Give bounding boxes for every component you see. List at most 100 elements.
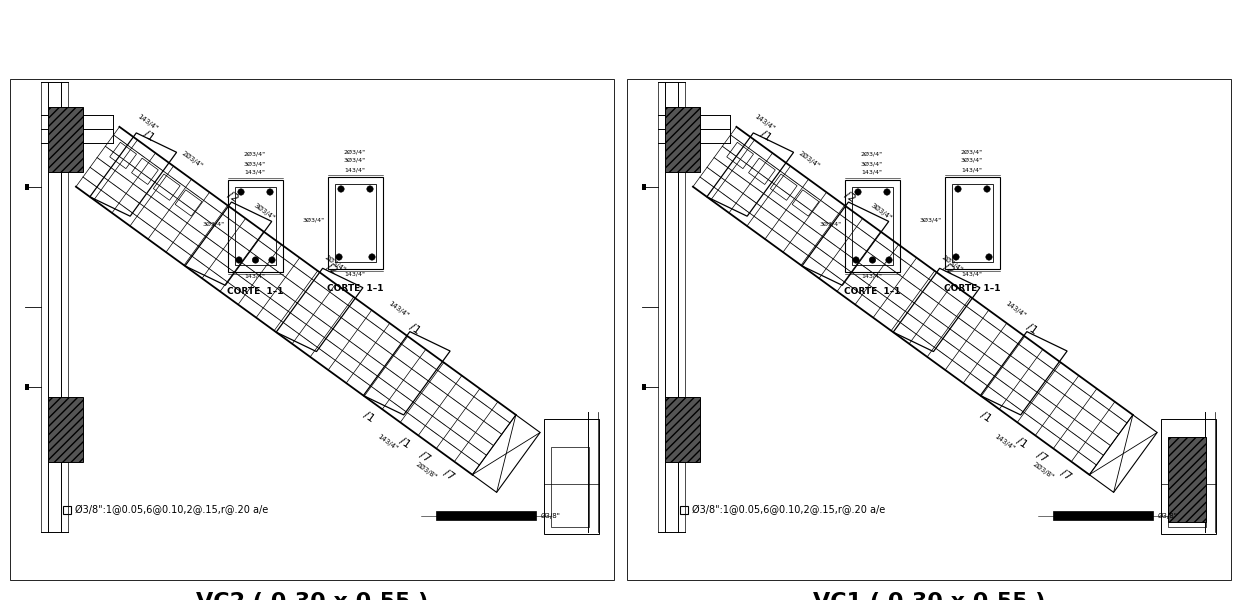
Circle shape xyxy=(369,254,375,260)
Bar xyxy=(641,384,646,390)
Circle shape xyxy=(252,257,259,263)
Bar xyxy=(625,77,1233,582)
Text: 3Ø3/4": 3Ø3/4" xyxy=(344,158,365,163)
Bar xyxy=(851,187,892,265)
Text: /1: /1 xyxy=(142,129,157,143)
Text: /1: /1 xyxy=(1024,322,1039,336)
Text: CORTE  1–1: CORTE 1–1 xyxy=(226,287,283,296)
Text: 143/4": 143/4" xyxy=(861,170,883,175)
Text: /2: /2 xyxy=(324,261,339,276)
Circle shape xyxy=(855,189,861,195)
Text: 2Ø3/4": 2Ø3/4" xyxy=(798,151,820,170)
Bar xyxy=(641,184,646,190)
Text: 3Ø3/4": 3Ø3/4" xyxy=(303,218,324,223)
Text: /1: /1 xyxy=(1014,436,1029,450)
Text: 3Ø3/4": 3Ø3/4" xyxy=(861,161,883,166)
Text: 143/4": 143/4" xyxy=(344,271,365,276)
Text: Ø3/8":1@0.05,6@0.10,2@.15,r@.20 a/e: Ø3/8":1@0.05,6@0.10,2@.15,r@.20 a/e xyxy=(75,505,268,515)
Bar xyxy=(25,184,29,190)
Text: 143/4": 143/4" xyxy=(135,113,158,131)
Text: 3Ø3/4": 3Ø3/4" xyxy=(203,221,225,226)
Text: 3Ø3/4": 3Ø3/4" xyxy=(244,161,266,166)
Text: Ø3/8": Ø3/8" xyxy=(541,513,561,519)
Text: 143/4": 143/4" xyxy=(753,113,776,131)
Bar xyxy=(48,107,83,172)
Text: /7: /7 xyxy=(441,467,456,482)
Text: /1: /1 xyxy=(408,322,421,336)
Bar xyxy=(1053,511,1154,520)
Text: 3Ø3/4": 3Ø3/4" xyxy=(920,218,942,223)
Bar xyxy=(25,384,29,390)
Circle shape xyxy=(886,257,892,263)
Bar xyxy=(7,77,617,582)
Circle shape xyxy=(884,189,890,195)
Text: /2: /2 xyxy=(941,261,956,276)
Text: /7: /7 xyxy=(1034,450,1049,464)
Text: 2Ø3/4": 2Ø3/4" xyxy=(180,151,204,170)
Text: 143/4": 143/4" xyxy=(861,274,883,279)
Text: 3Ø3/4": 3Ø3/4" xyxy=(252,202,275,221)
Text: 143/4": 143/4" xyxy=(344,167,365,172)
Text: /7: /7 xyxy=(1058,467,1073,482)
Bar xyxy=(10,79,614,580)
Bar xyxy=(544,419,599,534)
Text: CORTE  1–1: CORTE 1–1 xyxy=(844,287,900,296)
Text: 3Ø3/4": 3Ø3/4" xyxy=(869,202,892,221)
Bar xyxy=(551,447,589,527)
Text: 143/4": 143/4" xyxy=(245,274,266,279)
Text: 2Ø3/4": 2Ø3/4" xyxy=(961,149,983,154)
Text: /1: /1 xyxy=(758,129,773,143)
Bar xyxy=(436,511,536,520)
Bar xyxy=(845,180,900,272)
Text: 143/4": 143/4" xyxy=(375,433,398,452)
Text: 2Ø3/8": 2Ø3/8" xyxy=(415,461,439,481)
Bar xyxy=(336,184,375,262)
Text: 143/4": 143/4" xyxy=(962,271,982,276)
Text: 2Ø3/4": 2Ø3/4" xyxy=(941,254,963,273)
Bar xyxy=(665,397,700,462)
Text: 2Ø3/8": 2Ø3/8" xyxy=(1032,461,1055,481)
Circle shape xyxy=(336,254,342,260)
Text: 3Ø3/4": 3Ø3/4" xyxy=(820,221,842,226)
Circle shape xyxy=(983,186,991,192)
Bar xyxy=(235,187,276,265)
Text: /2: /2 xyxy=(842,189,856,204)
Text: /1: /1 xyxy=(362,410,377,424)
Bar xyxy=(328,177,383,269)
Bar xyxy=(665,107,700,172)
Text: 2Ø3/4": 2Ø3/4" xyxy=(244,152,266,157)
Text: 143/4": 143/4" xyxy=(245,170,266,175)
Text: CORTE  1–1: CORTE 1–1 xyxy=(327,284,383,293)
Text: VC2 ( 0.30 x 0.55 ): VC2 ( 0.30 x 0.55 ) xyxy=(196,592,428,600)
Bar xyxy=(1161,419,1216,534)
Circle shape xyxy=(237,189,244,195)
Text: 3Ø3/4": 3Ø3/4" xyxy=(961,158,983,163)
Circle shape xyxy=(267,189,273,195)
Text: Ø3/8": Ø3/8" xyxy=(1158,513,1178,519)
Circle shape xyxy=(953,254,960,260)
Circle shape xyxy=(236,257,242,263)
Circle shape xyxy=(869,257,876,263)
Text: 143/4": 143/4" xyxy=(388,301,410,319)
Bar xyxy=(945,177,1001,269)
Circle shape xyxy=(986,254,992,260)
Text: /1: /1 xyxy=(978,410,993,424)
Text: 143/4": 143/4" xyxy=(993,433,1016,452)
Bar xyxy=(227,180,283,272)
Text: /1: /1 xyxy=(398,436,411,450)
Text: 2Ø3/4": 2Ø3/4" xyxy=(861,152,883,157)
Bar xyxy=(63,506,71,514)
Bar xyxy=(680,506,687,514)
Text: 143/4": 143/4" xyxy=(962,167,982,172)
Text: 2Ø3/4": 2Ø3/4" xyxy=(323,254,347,273)
Circle shape xyxy=(367,186,373,192)
Text: /7: /7 xyxy=(418,450,431,464)
Text: /2: /2 xyxy=(225,189,240,204)
Bar xyxy=(952,184,993,262)
Text: 2Ø3/4": 2Ø3/4" xyxy=(344,149,365,154)
Text: CORTE  1–1: CORTE 1–1 xyxy=(943,284,1001,293)
Text: VC1 ( 0.30 x 0.55 ): VC1 ( 0.30 x 0.55 ) xyxy=(813,592,1045,600)
Bar xyxy=(1168,447,1206,527)
Bar xyxy=(626,79,1231,580)
Text: 143/4": 143/4" xyxy=(1004,301,1027,319)
